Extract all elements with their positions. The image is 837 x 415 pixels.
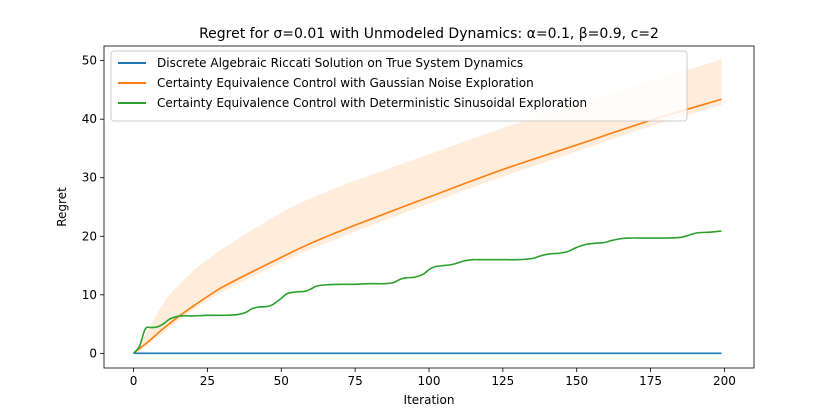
y-axis-label: Regret — [55, 187, 69, 227]
x-tick-label: 125 — [491, 374, 514, 388]
y-tick-label: 40 — [82, 112, 97, 126]
x-tick-label: 100 — [418, 374, 441, 388]
legend-label-1: Discrete Algebraic Riccati Solution on T… — [157, 56, 523, 70]
x-tick-label: 25 — [200, 374, 215, 388]
y-tick-label: 20 — [82, 229, 97, 243]
series-line-2 — [133, 98, 722, 354]
y-tick-label: 30 — [82, 171, 97, 185]
legend: Discrete Algebraic Riccati Solution on T… — [110, 50, 688, 122]
legend-label-3: Certainty Equivalence Control with Deter… — [157, 96, 587, 110]
x-tick-label: 175 — [639, 374, 662, 388]
y-tick-label: 0 — [89, 346, 97, 360]
x-tick-label: 200 — [713, 374, 736, 388]
chart-title: Regret for σ=0.01 with Unmodeled Dynamic… — [199, 26, 659, 42]
x-tick-label: 150 — [565, 374, 588, 388]
y-tick-label: 10 — [82, 288, 97, 302]
confidence-band-series-2 — [133, 59, 722, 354]
series-line-3 — [132, 230, 722, 354]
legend-label-2: Certainty Equivalence Control with Gauss… — [157, 76, 534, 90]
x-axis-label: Iteration — [404, 393, 455, 407]
x-tick-label: 75 — [347, 374, 362, 388]
legend-box — [110, 50, 688, 122]
y-tick-label: 50 — [82, 54, 97, 68]
x-tick-label: 50 — [274, 374, 289, 388]
x-tick-label: 0 — [130, 374, 138, 388]
